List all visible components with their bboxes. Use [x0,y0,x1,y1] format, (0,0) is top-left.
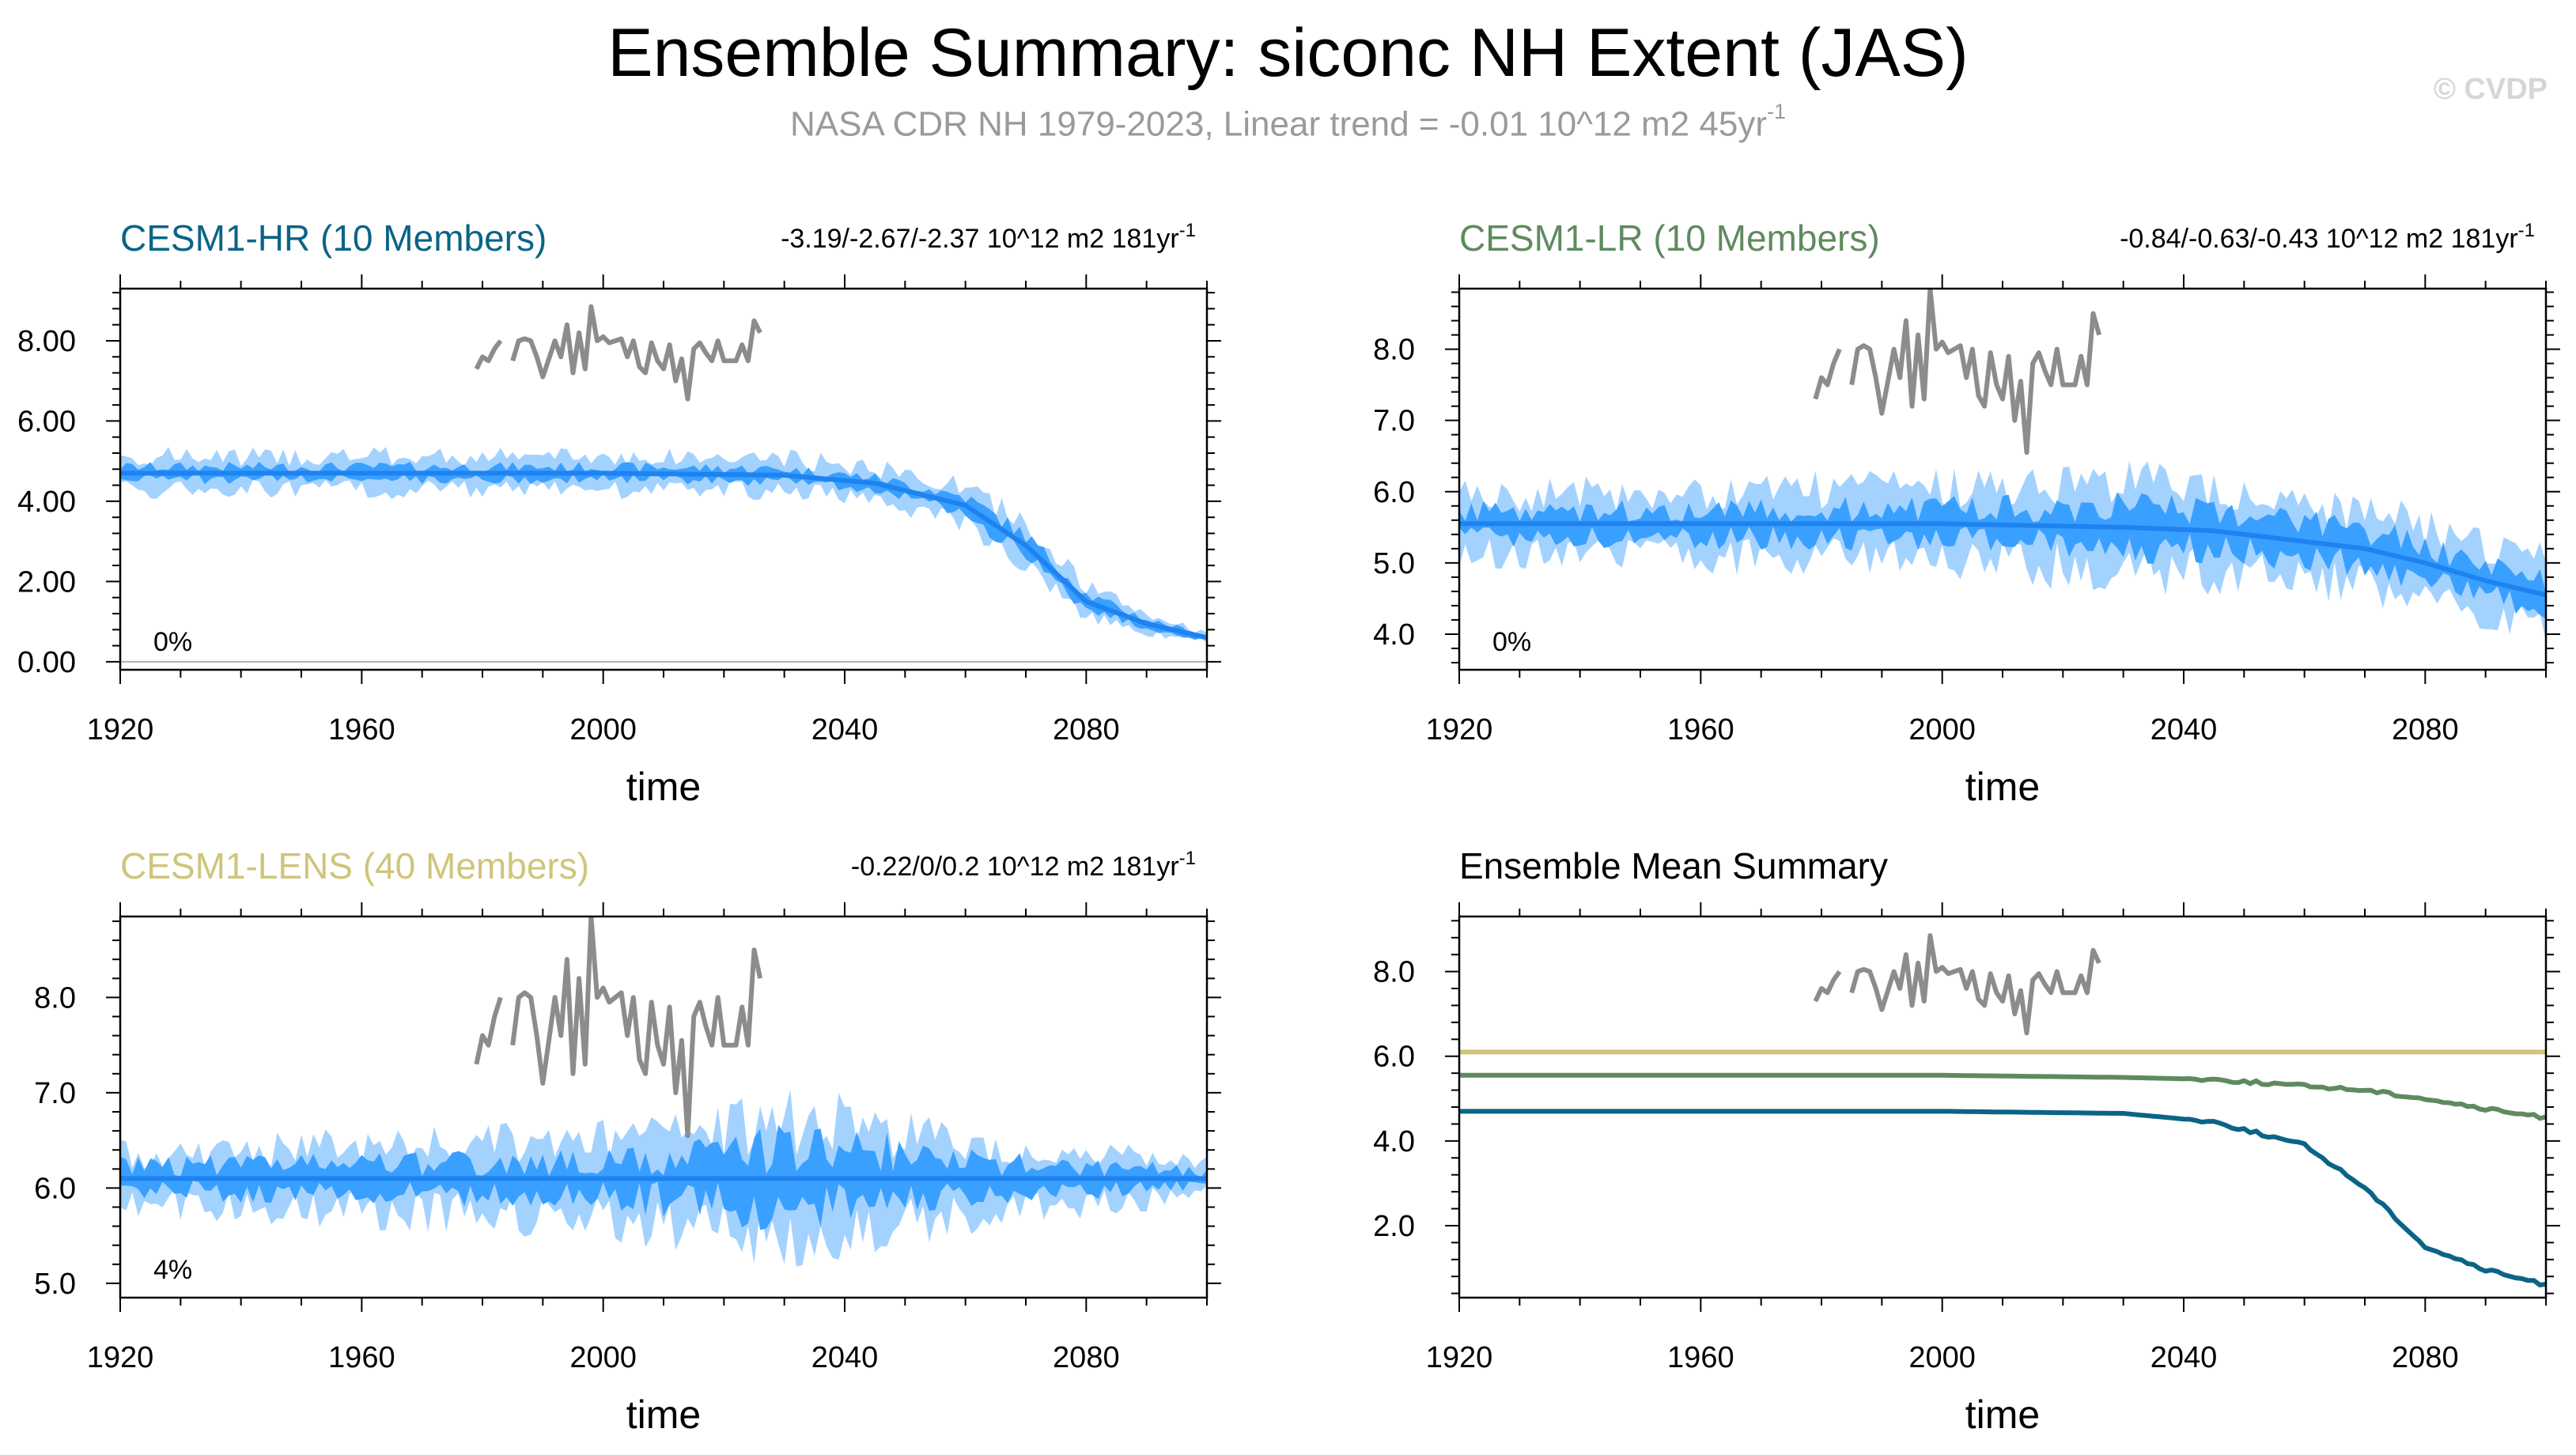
x-tick-label: 2040 [811,713,879,746]
panel-2: 1920 1960 2000 2040 2080 4.0 5.0 6.0 7.0 8.0 time C… [1373,217,2560,809]
y-tick-label: 6.0 [1373,1041,1415,1074]
panel-title: CESM1-LENS (40 Members) [120,845,589,886]
trend-text: -0.84/-0.63/-0.43 10^12 m2 181yr [2120,224,2518,254]
ensemble-mean-line [1459,521,2546,598]
y-tick-label: 8.0 [1373,956,1415,989]
x-tick-label: 2080 [1053,1341,1120,1374]
x-tick-label: 1960 [328,713,395,746]
x-axis-label: time [1965,1393,2040,1437]
x-tick-label: 2080 [2392,1341,2459,1374]
trend-exponent: -1 [2518,220,2535,241]
plot-area [120,916,1207,1267]
y-tick-label: 6.0 [34,1172,76,1205]
trend-text: -0.22/0/0.2 10^12 m2 181yr [851,852,1179,882]
x-tick-label: 2040 [811,1341,879,1374]
x-tick-label: 2040 [2150,713,2218,746]
x-tick-label: 2000 [1908,1341,1976,1374]
panel-title: CESM1-HR (10 Members) [120,217,547,259]
watermark: © CVDP [2433,73,2548,106]
plot-frame [119,915,1209,1299]
x-tick-label: 2000 [1908,713,1976,746]
trend-exponent: -1 [1179,220,1196,241]
y-tick-label: 6.0 [1373,476,1415,509]
trend-annotation: -3.19/-2.67/-2.37 10^12 m2 181yr-1 [781,220,1196,254]
x-tick-label: 1920 [1426,1341,1493,1374]
observations-line [474,304,762,402]
panel-title: CESM1-LR (10 Members) [1459,217,1880,259]
x-axis-label: time [626,1393,701,1437]
percent-label: 0% [153,627,192,657]
x-tick-label: 2000 [569,1341,637,1374]
panel-4: 1920 1960 2000 2040 2080 2.0 4.0 6.0 8.0 time Ense… [1373,845,2560,1437]
y-tick-label: 7.0 [1373,405,1415,438]
series-line-cesm1-lr [1459,1072,2546,1121]
x-tick-label: 1960 [1667,713,1734,746]
observations-line [1813,289,2101,455]
plot-area [1459,933,2546,1288]
ensemble-iqr-band [120,462,1207,640]
subtitle-text: NASA CDR NH 1979-2023, Linear trend = -0… [789,104,1767,144]
y-tick-label: 5.0 [34,1268,76,1301]
x-tick-label: 2080 [1053,713,1120,746]
page-title: Ensemble Summary: siconc NH Extent (JAS) [607,15,1969,91]
subtitle-exponent: -1 [1766,100,1786,123]
series-line-cesm1-hr [1459,1109,2546,1288]
x-tick-label: 1960 [1667,1341,1734,1374]
x-axis-label: time [1965,765,2040,809]
x-tick-label: 1920 [1426,713,1493,746]
y-tick-label: 7.0 [34,1077,76,1110]
x-axis-label: time [626,765,701,809]
y-tick-label: 6.00 [17,405,76,438]
y-tick-label: 8.0 [34,981,76,1015]
trend-text: -3.19/-2.67/-2.37 10^12 m2 181yr [781,224,1179,254]
y-tick-label: 8.0 [1373,334,1415,367]
ensemble-mean-line [120,471,1207,641]
panel-3: 1920 1960 2000 2040 2080 5.0 6.0 7.0 8.0 time CESM… [34,845,1221,1437]
y-tick-label: 4.0 [1373,1125,1415,1158]
x-tick-label: 1920 [87,1341,154,1374]
x-tick-label: 1920 [87,713,154,746]
x-tick-label: 2000 [569,713,637,746]
x-tick-label: 1960 [328,1341,395,1374]
x-tick-label: 2040 [2150,1341,2218,1374]
percent-label: 4% [153,1255,192,1285]
plot-frame [1458,915,2548,1299]
trend-exponent: -1 [1179,848,1196,869]
observations-line [1813,933,2101,1036]
y-tick-label: 2.00 [17,565,76,599]
y-tick-label: 0.00 [17,646,76,679]
y-tick-label: 4.0 [1373,618,1415,652]
trend-annotation: -0.84/-0.63/-0.43 10^12 m2 181yr-1 [2120,220,2535,254]
y-tick-label: 2.0 [1373,1210,1415,1243]
y-tick-label: 8.00 [17,325,76,358]
x-tick-label: 2080 [2392,713,2459,746]
y-tick-label: 4.00 [17,486,76,519]
subtitle: NASA CDR NH 1979-2023, Linear trend = -0… [0,100,2576,145]
plot-area [1459,289,2546,642]
trend-annotation: -0.22/0/0.2 10^12 m2 181yr-1 [851,848,1196,882]
panel-title: Ensemble Mean Summary [1459,845,1888,886]
panel-1: 1920 1960 2000 2040 2080 0.00 2.00 4.00 6.00 8.00… [17,217,1221,809]
y-tick-label: 5.0 [1373,547,1415,580]
percent-label: 0% [1492,627,1531,657]
observations-line [474,916,763,1139]
plot-area [120,304,1207,663]
